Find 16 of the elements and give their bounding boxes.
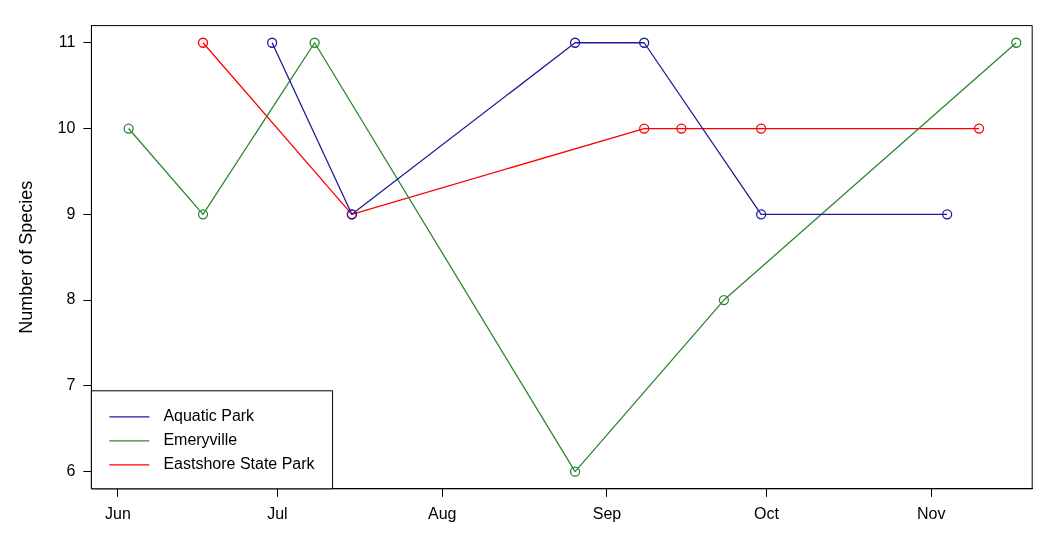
y-tick-label: 8 [66,290,76,308]
y-tick-label: 7 [66,376,76,394]
y-tick-label: 9 [66,204,76,222]
x-tick-label: Jul [267,504,288,522]
y-tick-label: 11 [58,33,76,51]
y-tick-label: 6 [66,462,76,480]
legend-label: Aquatic Park [163,407,256,425]
y-tick-label: 10 [57,118,76,136]
x-tick-label: Oct [753,504,780,522]
legend-label: Eastshore State Park [163,455,316,473]
x-tick-label: Nov [916,504,946,522]
legend-label: Emeryville [163,431,238,449]
y-axis-title: Number of Species [15,180,36,334]
x-tick-label: Aug [427,504,457,522]
x-tick-label: Jun [105,504,131,522]
x-tick-label: Sep [592,504,622,522]
